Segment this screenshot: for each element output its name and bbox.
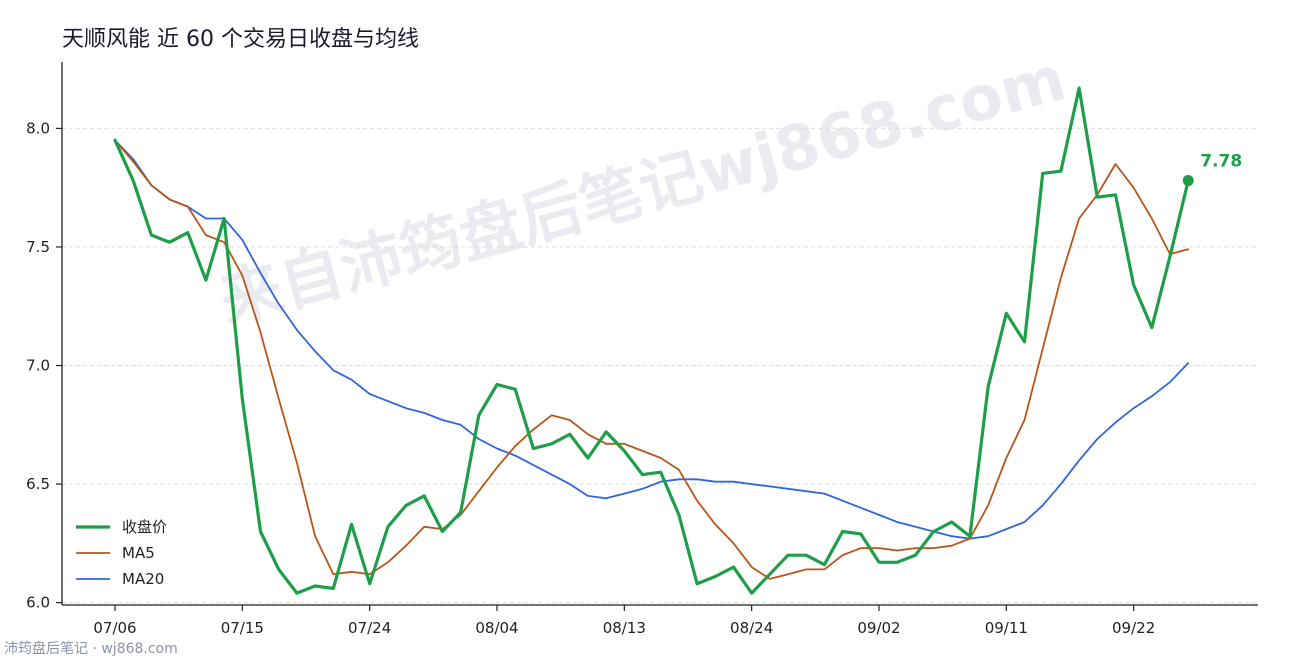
footer-credit: 沛筠盘后笔记 · wj868.com — [4, 640, 178, 657]
watermark: 来自沛筠盘后笔记wj868.com — [212, 41, 1073, 337]
series-line-close — [113, 86, 1190, 595]
legend-label-ma5: MA5 — [122, 544, 155, 562]
x-tick-label-2: 07/24 — [348, 619, 391, 637]
series-lines — [113, 86, 1190, 595]
end-point — [1182, 175, 1194, 187]
legend: 收盘价 MA5 MA20 — [76, 518, 167, 588]
end-value-label: 7.78 — [1200, 152, 1242, 172]
series-line-ma20 — [114, 139, 1190, 540]
axes — [61, 62, 1258, 606]
x-tick-label-8: 09/22 — [1112, 619, 1155, 637]
series-line-ma5 — [114, 139, 1190, 580]
y-axis-ticks: 6.0 6.5 7.0 7.5 8.0 — [26, 119, 62, 612]
y-tick-label-0: 6.0 — [26, 594, 50, 612]
x-axis-ticks: 07/06 07/15 07/24 08/04 08/13 08/24 09/02 09/11… — [93, 605, 1155, 637]
legend-label-close: 收盘价 — [122, 518, 167, 536]
gridlines — [62, 127, 1258, 604]
y-tick-label-1: 6.5 — [26, 475, 50, 493]
x-tick-label-7: 09/11 — [985, 619, 1028, 637]
x-tick-label-6: 09/02 — [857, 619, 900, 637]
x-tick-label-4: 08/13 — [603, 619, 646, 637]
legend-label-ma20: MA20 — [122, 570, 164, 588]
end-marker: 7.78 — [1182, 152, 1242, 187]
y-tick-label-2: 7.0 — [26, 357, 50, 375]
x-tick-label-3: 08/04 — [475, 619, 518, 637]
y-tick-label-4: 8.0 — [26, 119, 50, 137]
chart-title: 天顺风能 近 60 个交易日收盘与均线 — [62, 27, 419, 52]
x-tick-label-0: 07/06 — [93, 619, 136, 637]
x-tick-label-1: 07/15 — [221, 619, 264, 637]
x-tick-label-5: 08/24 — [730, 619, 773, 637]
y-tick-label-3: 7.5 — [26, 238, 50, 256]
